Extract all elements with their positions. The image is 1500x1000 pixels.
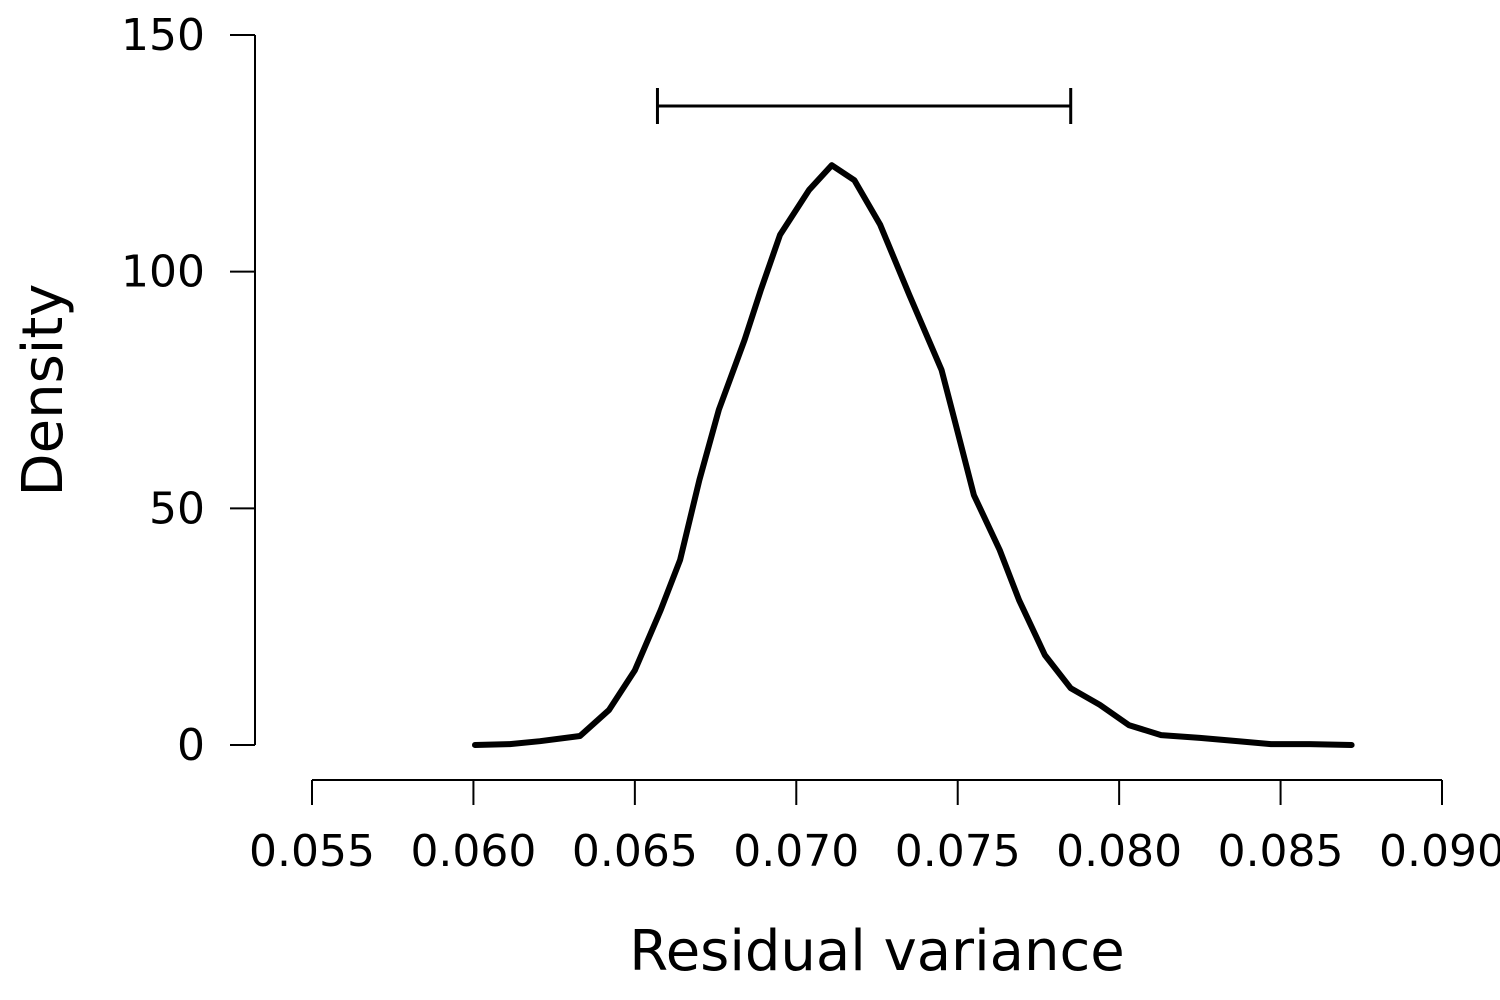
y-tick-label: 0 [177, 720, 205, 771]
x-tick-label: 0.075 [895, 826, 1021, 877]
x-tick-label: 0.070 [733, 826, 859, 877]
x-tick-label: 0.085 [1218, 826, 1344, 877]
x-tick-label: 0.080 [1056, 826, 1182, 877]
density-line [472, 162, 1355, 748]
y-tick-label: 50 [149, 483, 205, 534]
y-tick-label: 100 [121, 247, 205, 298]
y-axis-title: Density [11, 284, 76, 497]
x-tick-label: 0.055 [249, 826, 375, 877]
x-tick-label: 0.065 [572, 826, 698, 877]
x-axis-title: Residual variance [629, 919, 1124, 984]
x-tick-label: 0.090 [1379, 826, 1500, 877]
x-tick-label: 0.060 [410, 826, 536, 877]
y-tick-label: 150 [121, 10, 205, 61]
